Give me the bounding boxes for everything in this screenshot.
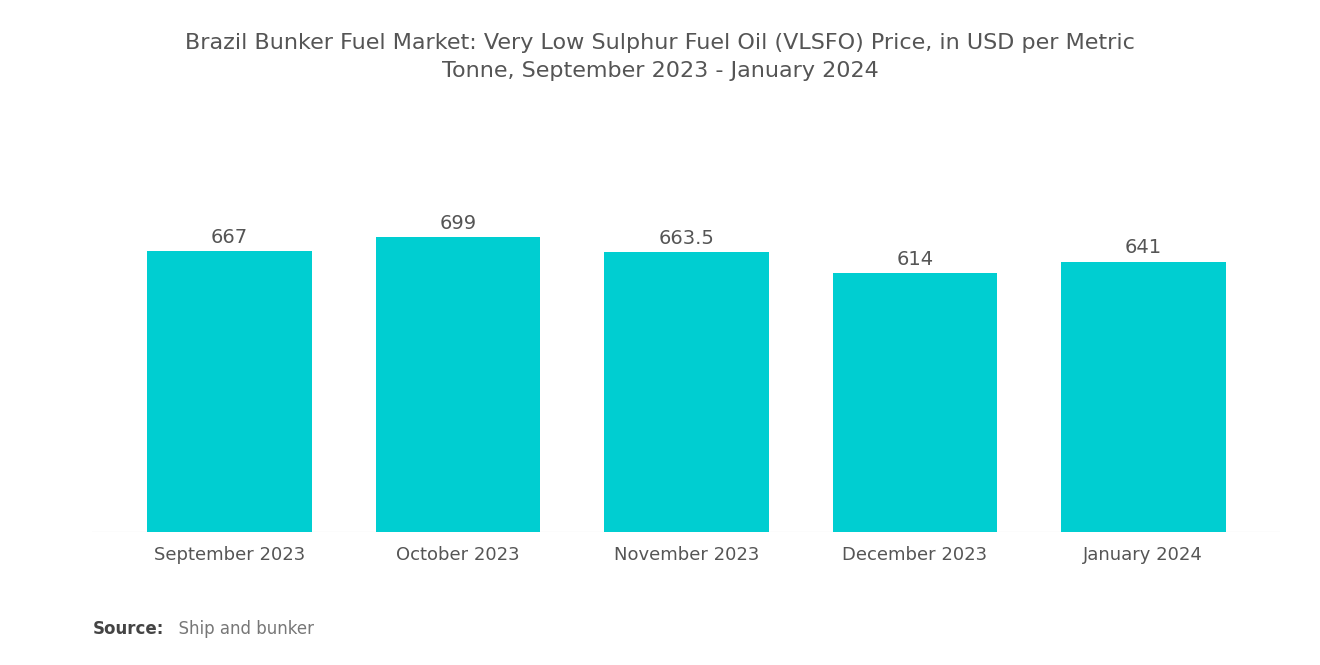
- Text: 641: 641: [1125, 239, 1162, 257]
- Text: Ship and bunker: Ship and bunker: [168, 620, 314, 638]
- Bar: [833, 273, 997, 532]
- Bar: [1061, 262, 1225, 532]
- Text: 663.5: 663.5: [659, 229, 714, 248]
- Text: 614: 614: [896, 250, 933, 269]
- Text: Brazil Bunker Fuel Market: Very Low Sulphur Fuel Oil (VLSFO) Price, in USD per M: Brazil Bunker Fuel Market: Very Low Sulp…: [185, 33, 1135, 81]
- Bar: [376, 237, 540, 532]
- Text: Source:: Source:: [92, 620, 164, 638]
- Bar: [148, 251, 312, 532]
- Text: 667: 667: [211, 227, 248, 247]
- Text: 699: 699: [440, 214, 477, 233]
- Bar: [605, 252, 768, 532]
